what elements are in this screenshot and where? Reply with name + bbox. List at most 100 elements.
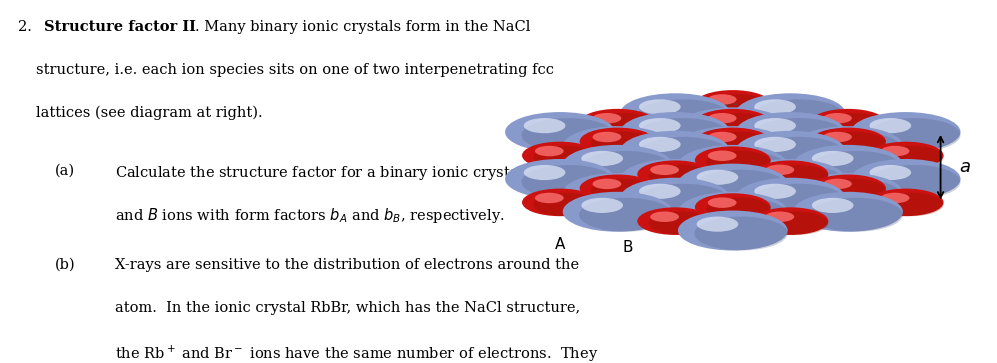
- Circle shape: [620, 159, 730, 199]
- Circle shape: [867, 142, 943, 169]
- Circle shape: [694, 151, 788, 185]
- Circle shape: [591, 113, 655, 136]
- Circle shape: [880, 146, 909, 156]
- Circle shape: [753, 207, 829, 235]
- Circle shape: [562, 173, 672, 213]
- Circle shape: [695, 109, 771, 136]
- Circle shape: [879, 193, 943, 216]
- Circle shape: [824, 113, 851, 123]
- Circle shape: [811, 128, 886, 155]
- Circle shape: [867, 165, 960, 199]
- Circle shape: [650, 127, 679, 138]
- Circle shape: [824, 132, 851, 142]
- Circle shape: [678, 126, 788, 166]
- Circle shape: [523, 118, 565, 133]
- Circle shape: [591, 179, 655, 202]
- Circle shape: [706, 141, 771, 164]
- Circle shape: [752, 137, 845, 171]
- Circle shape: [766, 212, 795, 222]
- Circle shape: [766, 164, 795, 175]
- Circle shape: [694, 217, 788, 250]
- Circle shape: [620, 112, 730, 152]
- Circle shape: [794, 145, 903, 185]
- Text: and $B$ ions with form factors $b_A$ and $b_B$, respectively.: and $B$ ions with form factors $b_A$ and…: [115, 206, 504, 225]
- Circle shape: [592, 160, 621, 170]
- Circle shape: [824, 179, 851, 189]
- Circle shape: [649, 127, 713, 151]
- Circle shape: [822, 179, 886, 202]
- Circle shape: [505, 112, 615, 152]
- Circle shape: [867, 189, 943, 216]
- Circle shape: [754, 146, 796, 162]
- Circle shape: [766, 127, 795, 138]
- Circle shape: [754, 165, 796, 180]
- Circle shape: [754, 137, 796, 152]
- Circle shape: [694, 198, 788, 232]
- Circle shape: [824, 160, 851, 170]
- Circle shape: [754, 118, 796, 133]
- Circle shape: [678, 107, 788, 147]
- Circle shape: [694, 160, 788, 194]
- Circle shape: [753, 189, 829, 216]
- Circle shape: [764, 193, 829, 216]
- Circle shape: [708, 141, 737, 152]
- Circle shape: [579, 179, 672, 213]
- Circle shape: [708, 160, 737, 170]
- Circle shape: [794, 126, 903, 166]
- Circle shape: [649, 193, 713, 216]
- Circle shape: [752, 165, 845, 199]
- Circle shape: [533, 146, 598, 169]
- Circle shape: [697, 160, 738, 175]
- Circle shape: [754, 184, 796, 199]
- Circle shape: [869, 118, 911, 133]
- Circle shape: [695, 175, 771, 202]
- Circle shape: [708, 94, 737, 105]
- Circle shape: [697, 179, 738, 194]
- Circle shape: [637, 118, 730, 152]
- Circle shape: [697, 113, 738, 129]
- Circle shape: [649, 164, 713, 188]
- Circle shape: [811, 175, 886, 202]
- Circle shape: [869, 165, 911, 180]
- Circle shape: [695, 146, 771, 174]
- Circle shape: [678, 154, 788, 194]
- Circle shape: [695, 193, 771, 221]
- Circle shape: [521, 165, 615, 199]
- Text: structure, i.e. each ion species sits on one of two interpenetrating fcc: structure, i.e. each ion species sits on…: [36, 63, 554, 77]
- Circle shape: [581, 179, 623, 194]
- Circle shape: [850, 159, 960, 199]
- Circle shape: [708, 179, 737, 189]
- Text: . Many binary ionic crystals form in the NaCl: . Many binary ionic crystals form in the…: [195, 20, 530, 34]
- Text: (a): (a): [55, 163, 75, 178]
- Circle shape: [562, 126, 672, 166]
- Circle shape: [736, 159, 845, 199]
- Circle shape: [579, 198, 672, 232]
- Circle shape: [581, 132, 623, 147]
- Circle shape: [637, 146, 730, 180]
- Circle shape: [811, 109, 886, 136]
- Circle shape: [736, 140, 845, 180]
- Circle shape: [535, 146, 563, 156]
- Circle shape: [639, 99, 681, 114]
- Circle shape: [637, 189, 713, 216]
- Circle shape: [562, 145, 672, 185]
- Circle shape: [694, 170, 788, 204]
- Circle shape: [822, 132, 886, 155]
- Circle shape: [753, 160, 829, 188]
- Circle shape: [639, 184, 681, 199]
- Circle shape: [649, 146, 713, 169]
- Text: $a$: $a$: [958, 158, 970, 176]
- Circle shape: [736, 131, 845, 171]
- Circle shape: [753, 170, 829, 197]
- Circle shape: [706, 94, 771, 118]
- Circle shape: [764, 212, 829, 235]
- Circle shape: [678, 192, 788, 232]
- Circle shape: [678, 164, 788, 204]
- Circle shape: [752, 184, 845, 218]
- Circle shape: [697, 132, 738, 147]
- Circle shape: [637, 184, 730, 218]
- Circle shape: [505, 159, 615, 199]
- Circle shape: [650, 146, 679, 156]
- Text: Structure factor II: Structure factor II: [44, 20, 195, 34]
- Circle shape: [592, 113, 621, 123]
